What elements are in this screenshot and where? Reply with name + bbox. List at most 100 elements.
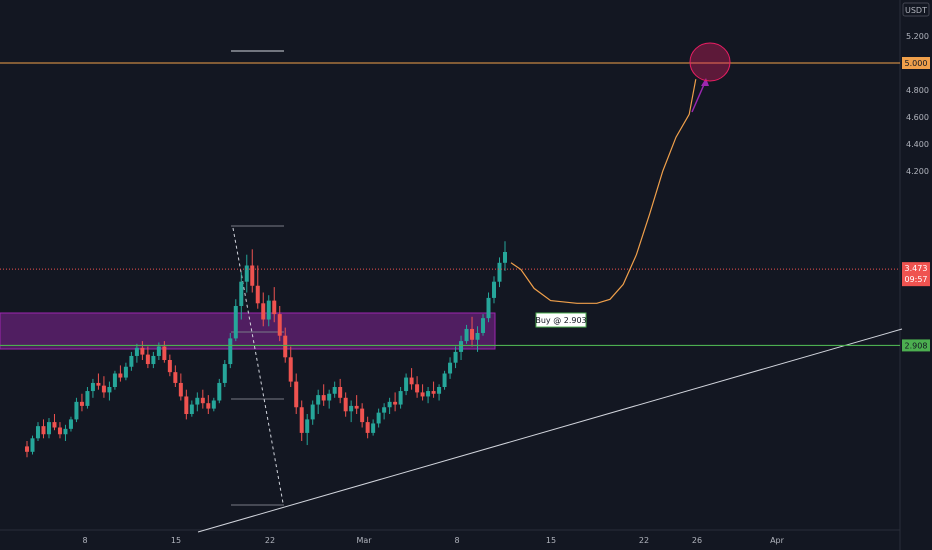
drop-measure-line xyxy=(232,227,284,504)
candle-body xyxy=(68,419,73,429)
target-price-label: 5.000 xyxy=(905,59,928,68)
candle-body xyxy=(184,396,189,414)
candle-body xyxy=(63,428,68,435)
candle-body xyxy=(294,381,299,408)
currency-label: USDT xyxy=(905,6,927,15)
y-tick-label: 4.600 xyxy=(906,113,929,122)
candle-body xyxy=(261,303,266,320)
x-tick-label: Apr xyxy=(770,536,785,545)
candle-body xyxy=(211,400,216,409)
candle-body xyxy=(90,382,95,392)
x-tick-label: 8 xyxy=(454,536,459,545)
countdown-label: 09:57 xyxy=(904,275,927,284)
support-price-label: 2.908 xyxy=(905,341,928,350)
candle-body xyxy=(134,347,139,356)
candle-body xyxy=(365,422,370,433)
candle-body xyxy=(415,384,420,393)
candle-body xyxy=(420,392,425,397)
candle-body xyxy=(283,335,288,358)
candle-body xyxy=(277,314,282,336)
candle-body xyxy=(327,393,332,401)
candle-body xyxy=(437,387,442,394)
candle-body xyxy=(310,404,315,420)
candle-body xyxy=(79,401,84,406)
candle-body xyxy=(448,362,453,374)
candle-body xyxy=(332,387,337,394)
candle-body xyxy=(442,373,447,387)
candle-body xyxy=(140,347,145,355)
candle-body xyxy=(74,401,79,420)
candle-body xyxy=(343,397,348,412)
candle-body xyxy=(305,419,310,433)
support-price-tag xyxy=(902,339,930,352)
candle-body xyxy=(354,405,359,409)
candle-body xyxy=(387,401,392,408)
x-tick-label: Mar xyxy=(356,536,372,545)
candle-body xyxy=(338,387,343,398)
candle-body xyxy=(41,426,46,435)
target-arrow-head xyxy=(701,78,709,86)
x-tick-label: 15 xyxy=(546,536,556,545)
candle-body xyxy=(217,382,222,401)
candle-body xyxy=(52,422,57,428)
projection-path xyxy=(510,79,697,304)
candle-body xyxy=(156,346,161,356)
candle-body xyxy=(503,252,507,263)
buy-annotation-box xyxy=(535,312,587,328)
candle-body xyxy=(299,407,304,433)
candle-body xyxy=(46,422,51,435)
candle-body xyxy=(431,391,436,394)
demand-zone xyxy=(0,312,496,350)
x-tick-label: 22 xyxy=(639,536,649,545)
candle-body xyxy=(123,366,128,378)
candle-body xyxy=(178,382,183,397)
candle-body xyxy=(486,297,491,319)
candle-body xyxy=(145,354,150,365)
candle-body xyxy=(393,401,398,405)
candle-body xyxy=(189,404,194,414)
candle-body xyxy=(173,372,178,383)
x-tick-label: 8 xyxy=(82,536,87,545)
candle-body xyxy=(222,364,227,383)
candle-body xyxy=(382,407,387,413)
candle-body xyxy=(30,438,35,452)
candle-body xyxy=(409,377,414,385)
candle-body xyxy=(266,300,271,320)
candle-body xyxy=(162,346,167,360)
candle-body xyxy=(233,306,238,339)
candle-body xyxy=(101,385,106,393)
candle-body xyxy=(85,391,90,406)
candle-body xyxy=(360,408,365,423)
candle-body xyxy=(475,333,480,340)
candle-body xyxy=(398,391,403,405)
candle-body xyxy=(206,403,211,409)
currency-badge[interactable] xyxy=(902,2,930,17)
ascending-trendline xyxy=(197,328,903,533)
target-price-tag xyxy=(902,57,930,69)
candle-body xyxy=(255,285,260,304)
buy-annotation-text: Buy @ 2.903 xyxy=(535,316,586,325)
candle-body xyxy=(453,351,458,363)
candle-body xyxy=(129,355,134,367)
candle-body xyxy=(349,405,354,412)
candle-body xyxy=(492,281,497,298)
candle-body xyxy=(167,360,172,373)
y-tick-label: 4.800 xyxy=(906,86,929,95)
candle-body xyxy=(25,446,29,452)
y-tick-label: 4.200 xyxy=(906,167,929,176)
candle-body xyxy=(426,391,431,397)
x-tick-label: 15 xyxy=(171,536,181,545)
candle-body xyxy=(244,265,249,282)
target-circle xyxy=(689,42,731,82)
candle-body xyxy=(464,328,469,342)
candle-body xyxy=(272,300,277,315)
y-tick-label: 4.400 xyxy=(906,140,929,149)
candle-body xyxy=(107,387,112,393)
current-price-tag xyxy=(902,262,930,287)
candle-body xyxy=(228,338,233,365)
candle-body xyxy=(35,426,40,439)
candle-body xyxy=(321,395,326,401)
